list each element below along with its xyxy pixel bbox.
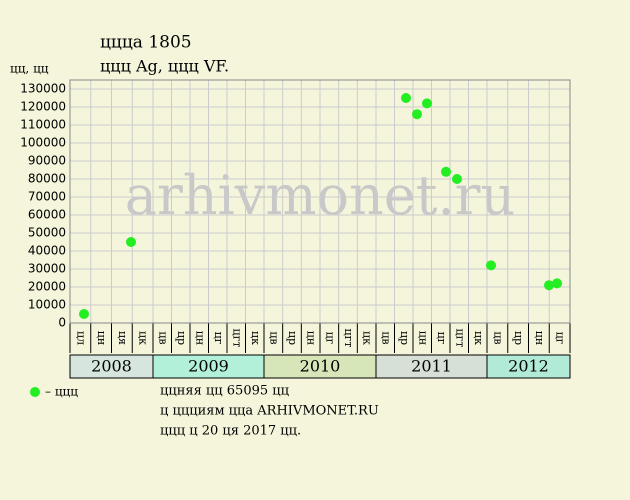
period-label: цв: [491, 331, 504, 344]
y-tick-label: 50000: [28, 226, 66, 240]
period-label: цк: [361, 331, 374, 345]
y-tick-label: 80000: [28, 172, 66, 186]
period-label: цн: [533, 331, 546, 345]
y-tick-label: 10000: [28, 298, 66, 312]
period-label: цгт: [230, 329, 243, 348]
chart-subtitle: ццц Ag, ццц VF.: [100, 57, 229, 76]
year-label: 2010: [300, 357, 341, 376]
period-label: цр: [175, 331, 188, 345]
chart-title: ццца 1805: [100, 33, 192, 53]
period-label: цн: [305, 331, 318, 345]
period-label: цн: [416, 331, 429, 345]
y-tick-label: 100000: [20, 136, 66, 150]
point: [412, 109, 422, 120]
point: [544, 280, 554, 291]
period-label: цг: [435, 332, 448, 345]
y-tick-label: 110000: [20, 118, 66, 132]
period-label: цр: [286, 331, 299, 345]
point: [441, 166, 451, 177]
period-label: цгт: [342, 329, 355, 348]
point: [552, 278, 562, 289]
y-tick-label: 130000: [20, 82, 66, 96]
period-label: цл: [74, 331, 87, 345]
year-label: 2009: [188, 357, 229, 376]
period-label: цр: [512, 331, 525, 345]
year-band: [486, 354, 571, 379]
period-label: цгт: [453, 329, 466, 348]
note: ццняя цц 65095 цц: [160, 384, 289, 399]
point: [486, 260, 496, 271]
note: ццц ц 20 ця 2017 цц.: [160, 424, 301, 439]
period-label: ця: [116, 331, 129, 345]
point: [79, 309, 89, 319]
year-label: 2011: [411, 357, 452, 376]
period-label: цв: [267, 331, 280, 344]
legend-label: – ццц: [45, 385, 78, 399]
y-tick-label: 60000: [28, 208, 66, 222]
plot-border: [69, 79, 571, 324]
y-tick-label: 120000: [20, 100, 66, 114]
point: [401, 93, 411, 103]
note: ц ццциям цца ARHIVMONET.RU: [160, 404, 379, 419]
point: [422, 98, 432, 109]
period-label: цк: [249, 331, 262, 345]
period-label: цр: [398, 331, 411, 345]
period-label: цн: [95, 331, 108, 345]
y-tick-label: 90000: [28, 154, 66, 168]
y-tick-label: 40000: [28, 244, 66, 258]
period-label: цв: [156, 331, 169, 344]
y-tick-label: 20000: [28, 280, 66, 294]
period-label: цг: [212, 332, 225, 345]
period-label: цв: [379, 331, 392, 344]
y-tick-label: 0: [58, 316, 66, 330]
year-label: 2008: [91, 357, 132, 376]
legend-marker: [30, 387, 40, 397]
period-label: цк: [137, 331, 150, 345]
period-label: цн: [193, 331, 206, 345]
point: [126, 237, 136, 247]
point: [452, 174, 462, 184]
y-tick-label: 30000: [28, 262, 66, 276]
period-label: цг: [323, 332, 336, 345]
year-label: 2012: [508, 357, 549, 376]
period-label: цг: [554, 332, 567, 345]
y-tick-label: 70000: [28, 190, 66, 204]
period-label: цк: [472, 331, 485, 345]
y-axis-label: цц, цц: [10, 62, 49, 76]
